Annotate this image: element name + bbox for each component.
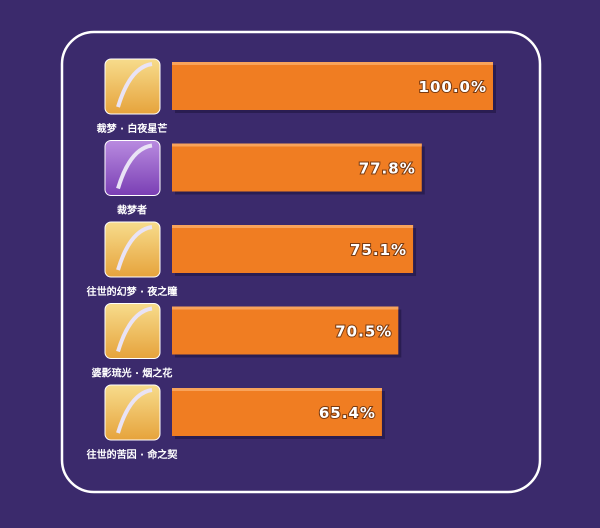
value-label: 70.5% xyxy=(335,323,392,341)
value-label: 65.4% xyxy=(319,404,376,422)
bar-highlight xyxy=(172,388,382,391)
bar xyxy=(172,306,399,355)
category-label: 往世的苦因 · 命之契 xyxy=(87,448,179,461)
icon-art xyxy=(116,143,153,190)
icon xyxy=(104,58,161,115)
icon-art xyxy=(116,225,153,271)
value-label: 100.0% xyxy=(419,78,487,96)
category-label: 裁梦者 xyxy=(117,204,147,217)
value-label: 77.8% xyxy=(359,160,416,178)
bar xyxy=(172,143,422,192)
bar-highlight xyxy=(172,306,399,310)
icon xyxy=(104,303,161,359)
bar-highlight xyxy=(172,62,493,65)
category-label: 往世的幻梦 · 夜之瞳 xyxy=(87,285,178,298)
icon xyxy=(104,221,161,278)
bar-highlight xyxy=(172,225,414,228)
bar xyxy=(172,225,414,273)
category-label: 婆影琉光 · 烟之花 xyxy=(92,367,173,380)
icon xyxy=(104,140,161,196)
frame xyxy=(60,30,542,494)
bar-highlight xyxy=(172,143,422,147)
icon-art xyxy=(116,306,153,353)
value-label: 75.1% xyxy=(350,241,407,259)
bar xyxy=(172,388,382,436)
icon-art xyxy=(116,62,153,108)
bar xyxy=(172,62,493,110)
icon-art xyxy=(116,388,153,434)
category-label: 裁梦 · 白夜星芒 xyxy=(97,122,168,135)
icon xyxy=(104,384,161,441)
